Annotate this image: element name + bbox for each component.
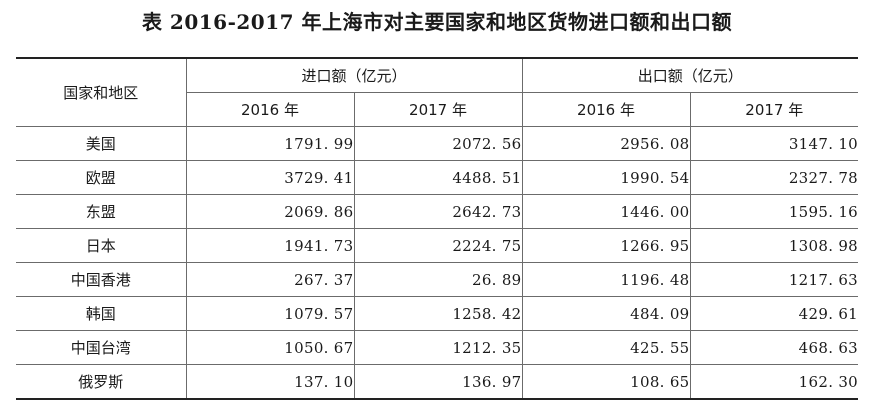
export-2016-cell: 484. 09 [521, 296, 691, 331]
export-group-header: 出口额（亿元） [521, 58, 859, 93]
export-2016-cell: 108. 65 [521, 364, 691, 399]
table-row: 东盟 2069. 86 2642. 73 1446. 00 1595. 16 [16, 194, 859, 229]
region-cell: 韩国 [16, 296, 187, 331]
export-2017-cell: 1595. 16 [689, 194, 859, 229]
import-2017-cell: 1212. 35 [353, 330, 523, 365]
region-cell: 中国香港 [16, 262, 187, 297]
export-2016-cell: 1266. 95 [521, 228, 691, 263]
export-2016-cell: 1990. 54 [521, 160, 691, 195]
export-2016-cell: 1196. 48 [521, 262, 691, 297]
export-2017-cell: 162. 30 [689, 364, 859, 399]
region-cell: 美国 [16, 126, 187, 161]
table-row: 日本 1941. 73 2224. 75 1266. 95 1308. 98 [16, 228, 859, 263]
export-2017-cell: 1308. 98 [689, 228, 859, 263]
export-2017-cell: 3147. 10 [689, 126, 859, 161]
region-cell: 东盟 [16, 194, 187, 229]
export-2017-cell: 468. 63 [689, 330, 859, 365]
region-cell: 欧盟 [16, 160, 187, 195]
export-2017-cell: 2327. 78 [689, 160, 859, 195]
table-row: 美国 1791. 99 2072. 56 2956. 08 3147. 10 [16, 126, 859, 161]
import-2016-cell: 267. 37 [185, 262, 355, 297]
region-cell: 日本 [16, 228, 187, 263]
export-2016-cell: 425. 55 [521, 330, 691, 365]
export-2016-cell: 1446. 00 [521, 194, 691, 229]
import-2017-cell: 136. 97 [353, 364, 523, 399]
import-2017-cell: 1258. 42 [353, 296, 523, 331]
export-2017-header: 2017 年 [689, 92, 859, 127]
import-2017-cell: 2642. 73 [353, 194, 523, 229]
import-2017-cell: 4488. 51 [353, 160, 523, 195]
region-column-header: 国家和地区 [16, 58, 187, 127]
import-2016-cell: 137. 10 [185, 364, 355, 399]
table-row: 俄罗斯 137. 10 136. 97 108. 65 162. 30 [16, 364, 859, 399]
import-2017-cell: 2072. 56 [353, 126, 523, 161]
import-2016-cell: 1079. 57 [185, 296, 355, 331]
export-2016-header: 2016 年 [521, 92, 691, 127]
region-cell: 中国台湾 [16, 330, 187, 365]
table-row: 欧盟 3729. 41 4488. 51 1990. 54 2327. 78 [16, 160, 859, 195]
export-2016-cell: 2956. 08 [521, 126, 691, 161]
import-2016-cell: 3729. 41 [185, 160, 355, 195]
import-2017-cell: 2224. 75 [353, 228, 523, 263]
import-2016-cell: 2069. 86 [185, 194, 355, 229]
table-title: 表 2016-2017 年上海市对主要国家和地区货物进口额和出口额 [141, 10, 733, 34]
import-2017-header: 2017 年 [353, 92, 523, 127]
import-2016-cell: 1791. 99 [185, 126, 355, 161]
table-row: 中国香港 267. 37 26. 89 1196. 48 1217. 63 [16, 262, 859, 297]
region-cell: 俄罗斯 [16, 364, 187, 399]
table-row: 中国台湾 1050. 67 1212. 35 425. 55 468. 63 [16, 330, 859, 365]
import-group-header: 进口额（亿元） [185, 58, 523, 93]
import-2016-cell: 1941. 73 [185, 228, 355, 263]
import-2017-cell: 26. 89 [353, 262, 523, 297]
export-2017-cell: 429. 61 [689, 296, 859, 331]
import-2016-header: 2016 年 [186, 92, 355, 127]
export-2017-cell: 1217. 63 [689, 262, 859, 297]
trade-table: 国家和地区 进口额（亿元） 出口额（亿元） 2016 年 2017 年 2016… [16, 57, 859, 400]
import-2016-cell: 1050. 67 [185, 330, 355, 365]
table-row: 韩国 1079. 57 1258. 42 484. 09 429. 61 [16, 296, 859, 331]
